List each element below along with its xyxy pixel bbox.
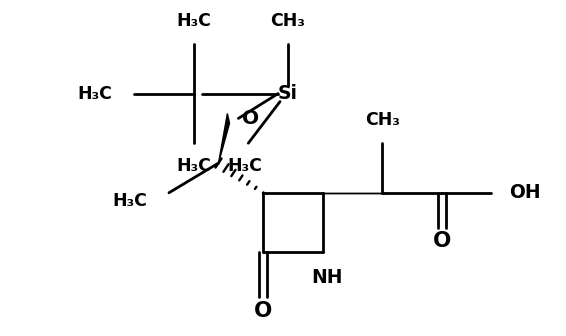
Text: H₃C: H₃C bbox=[112, 192, 147, 210]
Text: H₃C: H₃C bbox=[227, 157, 261, 175]
Text: OH: OH bbox=[509, 183, 541, 202]
Text: O: O bbox=[242, 109, 259, 128]
Text: Si: Si bbox=[278, 84, 298, 103]
Text: H₃C: H₃C bbox=[78, 85, 113, 102]
Text: H₃C: H₃C bbox=[176, 157, 211, 175]
Text: O: O bbox=[254, 301, 272, 321]
Text: CH₃: CH₃ bbox=[365, 111, 400, 129]
Text: NH: NH bbox=[311, 268, 342, 287]
Text: H₃C: H₃C bbox=[176, 12, 211, 30]
Polygon shape bbox=[218, 114, 230, 163]
Text: CH₃: CH₃ bbox=[271, 12, 306, 30]
Text: O: O bbox=[432, 232, 451, 251]
